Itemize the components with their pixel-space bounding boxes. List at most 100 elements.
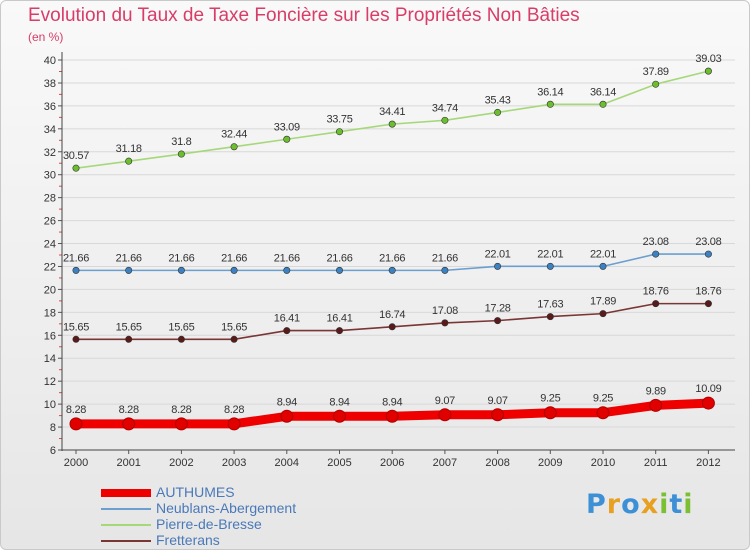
data-label: 21.66 — [379, 252, 405, 264]
data-point — [652, 300, 660, 308]
legend-label: Pierre-de-Bresse — [156, 516, 262, 532]
legend-swatch — [101, 540, 151, 542]
legend-swatch — [101, 489, 151, 497]
data-point — [546, 313, 554, 321]
data-label: 21.66 — [221, 252, 247, 264]
y-tick-label: 24 — [44, 239, 56, 251]
data-label: 15.65 — [116, 321, 142, 333]
data-point — [125, 266, 133, 274]
data-point — [701, 396, 715, 410]
data-label: 33.09 — [274, 121, 300, 133]
x-tick-label: 2010 — [591, 457, 615, 469]
data-label: 16.41 — [326, 313, 352, 325]
data-point — [596, 406, 610, 420]
data-label: 35.43 — [485, 94, 511, 106]
data-label: 9.25 — [540, 393, 560, 405]
series-fretterans: 15.65 15.65 15.65 15.65 16.41 16.41 16.74 17.08… — [63, 286, 722, 343]
data-label: 10.09 — [695, 383, 721, 395]
data-point — [652, 80, 660, 88]
x-tick-label: 2007 — [433, 457, 457, 469]
data-point — [441, 116, 449, 124]
data-label: 17.28 — [485, 303, 511, 315]
series-neublans-abergement: 21.66 21.66 21.66 21.66 21.66 21.66 21.66 21.66… — [63, 236, 722, 274]
data-point — [177, 150, 185, 158]
x-tick-label: 2006 — [380, 457, 404, 469]
data-label: 8.28 — [66, 404, 86, 416]
data-label: 32.44 — [221, 129, 247, 141]
data-label: 17.63 — [537, 299, 563, 311]
data-label: 15.65 — [63, 321, 89, 333]
data-point — [649, 398, 663, 412]
data-label: 21.66 — [432, 252, 458, 264]
y-tick-label: 34 — [44, 124, 56, 136]
data-point — [177, 335, 185, 343]
data-label: 33.75 — [326, 114, 352, 126]
data-label: 8.94 — [382, 396, 402, 408]
legend-swatch — [101, 508, 151, 510]
y-tick-label: 36 — [44, 101, 56, 113]
data-point — [280, 409, 294, 423]
data-point — [227, 417, 241, 431]
data-point — [543, 406, 557, 420]
data-label: 21.66 — [168, 252, 194, 264]
y-tick-label: 30 — [44, 170, 56, 182]
data-label: 36.14 — [590, 86, 616, 98]
data-point — [599, 262, 607, 270]
data-label: 37.89 — [643, 66, 669, 78]
data-point — [72, 164, 80, 172]
data-label: 21.66 — [326, 252, 352, 264]
data-label: 31.18 — [116, 143, 142, 155]
x-tick-label: 2001 — [116, 457, 140, 469]
data-point — [388, 323, 396, 331]
data-point — [283, 135, 291, 143]
data-point — [283, 327, 291, 335]
chart-subtitle: (en %) — [28, 30, 64, 44]
data-point — [230, 143, 238, 151]
data-point — [599, 100, 607, 108]
data-label: 8.28 — [171, 404, 191, 416]
data-point — [441, 319, 449, 327]
chart-title: Evolution du Taux de Taxe Foncière sur l… — [28, 5, 580, 26]
logo-letter: r — [606, 489, 622, 520]
y-tick-label: 26 — [44, 216, 56, 228]
data-point — [230, 266, 238, 274]
data-point — [283, 266, 291, 274]
data-point — [333, 409, 346, 423]
data-point — [385, 409, 399, 423]
data-point — [388, 266, 396, 274]
data-point — [72, 335, 80, 343]
legend-label: Neublans-Abergement — [156, 500, 297, 516]
x-tick-label: 2012 — [696, 457, 720, 469]
data-point — [125, 335, 133, 343]
y-tick-label: 8 — [50, 422, 56, 434]
data-point — [230, 335, 238, 343]
x-tick-label: 2004 — [275, 457, 299, 469]
data-label: 18.76 — [695, 286, 721, 298]
data-label: 34.74 — [432, 102, 458, 114]
proxiti-logo: Proxiti — [586, 489, 694, 520]
data-label: 9.89 — [646, 385, 666, 397]
y-tick-label: 18 — [44, 307, 56, 319]
data-label: 8.94 — [329, 396, 349, 408]
data-label: 31.8 — [171, 136, 191, 148]
data-point — [335, 327, 343, 335]
logo-letter: i — [659, 489, 670, 520]
y-tick-label: 6 — [50, 445, 56, 457]
y-tick-label: 14 — [44, 353, 56, 365]
logo-letter: x — [640, 489, 660, 520]
data-label: 17.89 — [590, 296, 616, 308]
data-point — [122, 417, 136, 431]
y-tick-label: 20 — [44, 284, 56, 296]
series-authumes: 8.28 8.28 8.28 8.28 8.94 8.94 8.94 9.07 9.07 9.25… — [66, 383, 722, 431]
data-point — [704, 250, 712, 258]
data-point — [546, 100, 554, 108]
y-tick-label: 32 — [44, 147, 56, 159]
data-label: 9.07 — [435, 395, 455, 407]
data-point — [388, 120, 396, 128]
y-tick-label: 28 — [44, 193, 56, 205]
data-point — [125, 157, 133, 165]
data-label: 15.65 — [168, 321, 194, 333]
data-point — [704, 67, 712, 75]
data-label: 23.08 — [695, 236, 721, 248]
